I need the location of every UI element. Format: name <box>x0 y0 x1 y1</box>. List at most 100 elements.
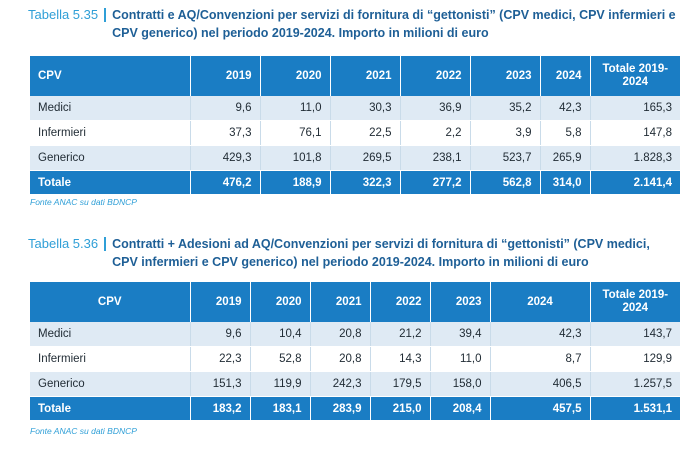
cell: 9,6 <box>189 322 250 347</box>
cell: 165,3 <box>589 96 680 121</box>
table-row: Generico 151,3 119,9 242,3 179,5 158,0 4… <box>30 371 680 397</box>
header-2020: 2020 <box>249 282 310 322</box>
cell: 39,4 <box>429 322 490 347</box>
cell: 35,2 <box>469 96 540 121</box>
table-header-row: CPV 2019 2020 2021 2022 2023 2024 Totale… <box>30 282 680 322</box>
cell: 3,9 <box>469 120 540 146</box>
table-row: Medici 9,6 10,4 20,8 21,2 39,4 42,3 143,… <box>30 322 680 347</box>
cell: 8,7 <box>489 346 590 372</box>
header-2019: 2019 <box>189 56 260 96</box>
header-2023: 2023 <box>469 56 540 96</box>
total-cell: 277,2 <box>399 170 470 195</box>
cell: 265,9 <box>539 145 590 171</box>
cell: 1.828,3 <box>589 145 680 171</box>
row-label: Medici <box>30 96 190 121</box>
table-row: Infermieri 37,3 76,1 22,5 2,2 3,9 5,8 14… <box>30 120 680 146</box>
table-2-label: Tabella 5.36 <box>28 236 99 251</box>
total-cell: 1.531,1 <box>589 396 680 421</box>
cell: 158,0 <box>429 371 490 397</box>
table-2-title: Contratti + Adesioni ad AQ/Convenzioni p… <box>112 237 650 269</box>
cell: 2,2 <box>399 120 470 146</box>
total-cell: 322,3 <box>329 170 400 195</box>
total-cell: 183,1 <box>249 396 310 421</box>
header-2024: 2024 <box>539 56 590 96</box>
cell: 42,3 <box>539 96 590 121</box>
table-1-source: Fonte ANAC su dati BDNCP <box>30 197 137 207</box>
cell: 22,5 <box>329 120 400 146</box>
total-cell: 476,2 <box>189 170 260 195</box>
table-2: CPV 2019 2020 2021 2022 2023 2024 Totale… <box>30 282 680 421</box>
cell: 14,3 <box>369 346 430 372</box>
table-1-title: Contratti e AQ/Convenzioni per servizi d… <box>112 8 676 40</box>
total-label: Totale <box>30 170 190 195</box>
header-totale: Totale 2019-2024 <box>589 282 680 322</box>
table-header-row: CPV 2019 2020 2021 2022 2023 2024 Totale… <box>30 56 680 96</box>
table-row: Infermieri 22,3 52,8 20,8 14,3 11,0 8,7 … <box>30 346 680 372</box>
cell: 179,5 <box>369 371 430 397</box>
header-totale: Totale 2019-2024 <box>589 56 680 96</box>
cell: 11,0 <box>259 96 330 121</box>
cell: 143,7 <box>589 322 680 347</box>
header-cpv: CPV <box>30 56 190 96</box>
table-2-source: Fonte ANAC su dati BDNCP <box>30 426 137 436</box>
cell: 1.257,5 <box>589 371 680 397</box>
total-cell: 457,5 <box>489 396 590 421</box>
header-2020: 2020 <box>259 56 330 96</box>
header-2019: 2019 <box>189 282 250 322</box>
table-2-caption: Tabella 5.36 Contratti + Adesioni ad AQ/… <box>28 235 678 271</box>
total-cell: 283,9 <box>309 396 370 421</box>
table-row: Medici 9,6 11,0 30,3 36,9 35,2 42,3 165,… <box>30 96 680 121</box>
table-1-label: Tabella 5.35 <box>28 7 99 22</box>
row-label: Infermieri <box>30 120 190 146</box>
header-2021: 2021 <box>309 282 370 322</box>
total-cell: 2.141,4 <box>589 170 680 195</box>
cell: 5,8 <box>539 120 590 146</box>
cell: 30,3 <box>329 96 400 121</box>
cell: 36,9 <box>399 96 470 121</box>
cell: 9,6 <box>189 96 260 121</box>
cell: 119,9 <box>249 371 310 397</box>
cell: 129,9 <box>589 346 680 372</box>
cell: 429,3 <box>189 145 260 171</box>
caption-separator <box>104 237 107 251</box>
cell: 20,8 <box>309 322 370 347</box>
total-cell: 183,2 <box>189 396 250 421</box>
cell: 42,3 <box>489 322 590 347</box>
row-label: Generico <box>30 145 190 171</box>
cell: 101,8 <box>259 145 330 171</box>
cell: 21,2 <box>369 322 430 347</box>
row-label: Medici <box>30 322 190 347</box>
total-cell: 188,9 <box>259 170 330 195</box>
total-cell: 562,8 <box>469 170 540 195</box>
cell: 406,5 <box>489 371 590 397</box>
total-label: Totale <box>30 396 190 421</box>
total-cell: 215,0 <box>369 396 430 421</box>
cell: 52,8 <box>249 346 310 372</box>
cell: 242,3 <box>309 371 370 397</box>
header-2022: 2022 <box>369 282 430 322</box>
cell: 10,4 <box>249 322 310 347</box>
table-row: Generico 429,3 101,8 269,5 238,1 523,7 2… <box>30 145 680 171</box>
total-cell: 314,0 <box>539 170 590 195</box>
cell: 523,7 <box>469 145 540 171</box>
cell: 11,0 <box>429 346 490 372</box>
total-row: Totale 183,2 183,1 283,9 215,0 208,4 457… <box>30 396 680 421</box>
cell: 22,3 <box>189 346 250 372</box>
header-2021: 2021 <box>329 56 400 96</box>
cell: 238,1 <box>399 145 470 171</box>
total-cell: 208,4 <box>429 396 490 421</box>
header-2023: 2023 <box>429 282 490 322</box>
table-1: CPV 2019 2020 2021 2022 2023 2024 Totale… <box>30 56 680 195</box>
total-row: Totale 476,2 188,9 322,3 277,2 562,8 314… <box>30 170 680 195</box>
row-label: Generico <box>30 371 190 397</box>
cell: 269,5 <box>329 145 400 171</box>
cell: 76,1 <box>259 120 330 146</box>
cell: 20,8 <box>309 346 370 372</box>
row-label: Infermieri <box>30 346 190 372</box>
cell: 37,3 <box>189 120 260 146</box>
table-1-caption: Tabella 5.35 Contratti e AQ/Convenzioni … <box>28 6 678 42</box>
caption-separator <box>104 8 107 22</box>
header-2022: 2022 <box>399 56 470 96</box>
header-2024: 2024 <box>489 282 590 322</box>
cell: 151,3 <box>189 371 250 397</box>
